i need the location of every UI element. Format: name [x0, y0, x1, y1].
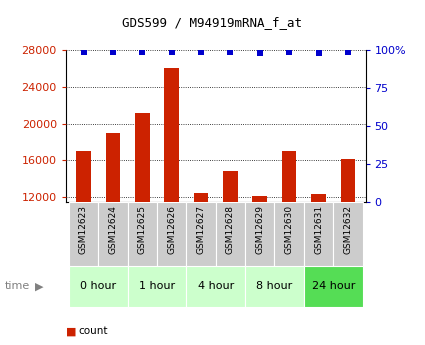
Bar [333, 202, 363, 266]
Bar [340, 159, 355, 308]
Text: GSM12626: GSM12626 [167, 205, 176, 254]
Text: count: count [79, 326, 108, 336]
Text: GSM12623: GSM12623 [79, 205, 88, 254]
Bar [98, 202, 128, 266]
Bar [128, 202, 157, 266]
Point [286, 49, 292, 54]
Bar [304, 266, 363, 307]
Text: ■: ■ [66, 326, 76, 336]
Text: GSM12630: GSM12630 [285, 205, 294, 254]
Bar [282, 151, 297, 308]
Point [227, 49, 234, 54]
Text: GSM12627: GSM12627 [196, 205, 206, 254]
Text: GSM12629: GSM12629 [255, 205, 264, 254]
Text: time: time [4, 282, 29, 291]
Point [315, 50, 322, 56]
Text: GSM12631: GSM12631 [314, 205, 323, 254]
Bar [245, 202, 275, 266]
Text: GSM12628: GSM12628 [226, 205, 235, 254]
Bar [252, 196, 267, 308]
Bar [186, 266, 245, 307]
Point [168, 49, 175, 54]
Bar [128, 266, 186, 307]
Bar [105, 133, 120, 308]
Bar [216, 202, 245, 266]
Bar [164, 68, 179, 308]
Bar [311, 194, 326, 308]
Text: 4 hour: 4 hour [198, 282, 234, 291]
Bar [186, 202, 215, 266]
Text: GSM12624: GSM12624 [108, 205, 117, 254]
Text: 24 hour: 24 hour [312, 282, 355, 291]
Bar [194, 193, 208, 308]
Text: GSM12632: GSM12632 [343, 205, 352, 254]
Bar [245, 266, 304, 307]
Text: 0 hour: 0 hour [80, 282, 116, 291]
Text: 8 hour: 8 hour [256, 282, 292, 291]
Text: GDS599 / M94919mRNA_f_at: GDS599 / M94919mRNA_f_at [122, 16, 303, 29]
Bar [275, 202, 304, 266]
Point [110, 49, 116, 54]
Text: 1 hour: 1 hour [139, 282, 175, 291]
Point [139, 49, 146, 54]
Bar [157, 202, 186, 266]
Text: ▶: ▶ [35, 282, 43, 291]
Point [345, 49, 351, 54]
Bar [76, 151, 91, 308]
Point [256, 50, 263, 56]
Point [80, 49, 87, 54]
Bar [223, 171, 238, 308]
Point [198, 49, 204, 54]
Bar [69, 266, 128, 307]
Bar [135, 112, 150, 308]
Bar [304, 202, 333, 266]
Bar [69, 202, 98, 266]
Text: GSM12625: GSM12625 [138, 205, 147, 254]
